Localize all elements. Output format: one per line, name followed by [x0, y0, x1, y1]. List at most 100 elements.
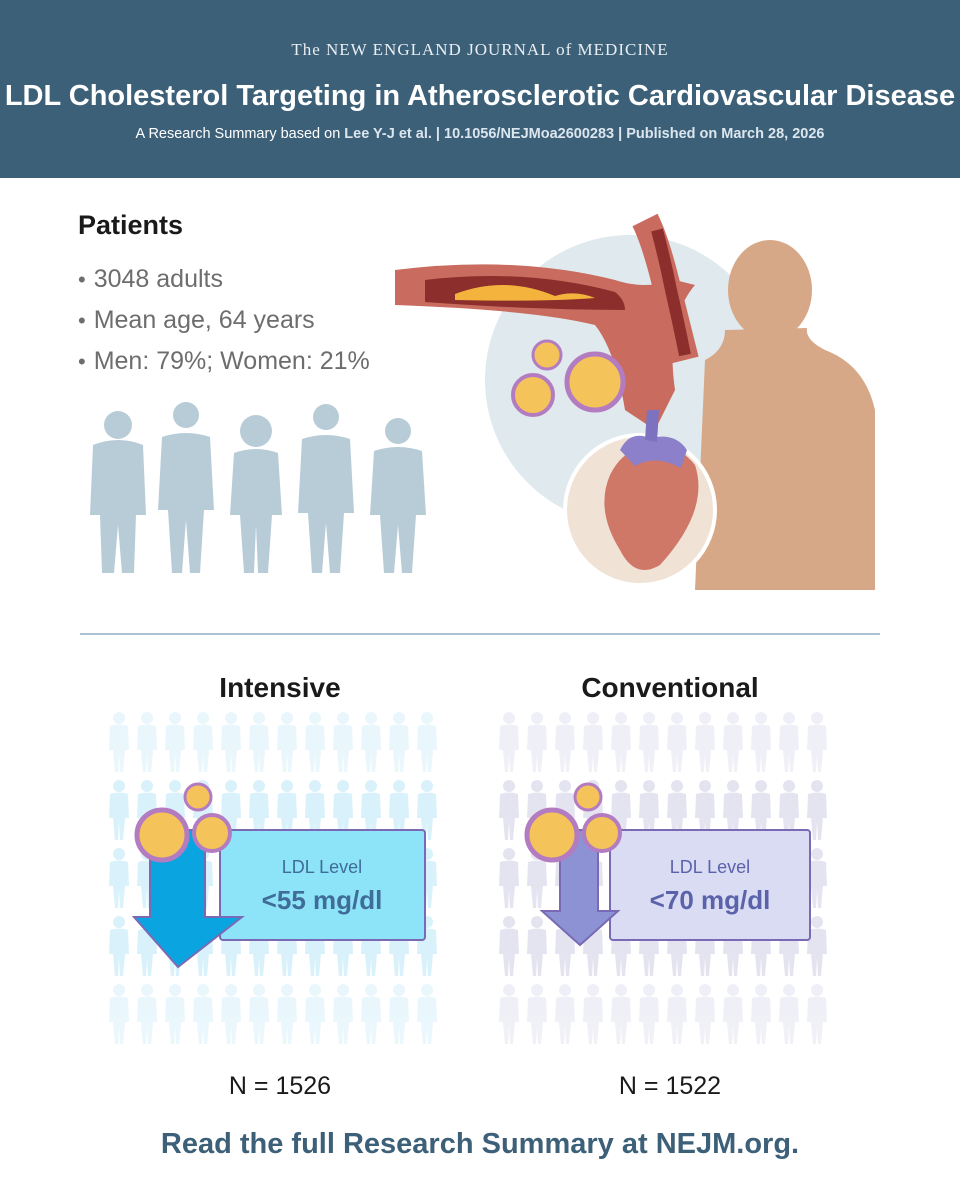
crowd-person-icon [667, 780, 687, 840]
patients-list: 3048 adults Mean age, 64 years Men: 79%;… [78, 262, 370, 385]
intensive-ldl-value: <55 mg/dl [262, 885, 383, 915]
crowd-person-icon [667, 984, 687, 1044]
page-title: LDL Cholesterol Targeting in Atheroscler… [4, 80, 956, 112]
conventional-ldl-box: LDL Level <70 mg/dl [609, 829, 811, 941]
footer-link[interactable]: Read the full Research Summary at NEJM.o… [160, 1128, 800, 1160]
crowd-person-icon [751, 712, 771, 772]
intensive-ldl-label: LDL Level [282, 857, 362, 877]
crowd-person-icon [277, 984, 297, 1044]
crowd-person-icon [723, 984, 743, 1044]
intensive-panel: LDL Level <55 mg/dl [109, 712, 437, 1044]
crowd-person-icon [305, 712, 325, 772]
crowd-person-icon [333, 984, 353, 1044]
crowd-person-icon [807, 712, 827, 772]
crowd-person-icon [583, 712, 603, 772]
crowd-person-icon [361, 712, 381, 772]
crowd-person-icon [527, 916, 547, 976]
crowd-person-icon [723, 780, 743, 840]
header-banner: The NEW ENGLAND JOURNAL of MEDICINE LDL … [0, 0, 960, 178]
crowd-person-icon [389, 780, 409, 840]
crowd-person-icon [109, 984, 129, 1044]
citation-link[interactable]: Lee Y-J et al. | 10.1056/NEJMoa2600283 |… [344, 126, 825, 142]
crowd-person-icon [417, 984, 437, 1044]
crowd-person-icon [165, 712, 185, 772]
crowd-person-icon [499, 984, 519, 1044]
patients-sex: Men: 79%; Women: 21% [78, 344, 370, 385]
person-icon [90, 411, 146, 573]
crowd-person-icon [723, 712, 743, 772]
crowd-person-icon [695, 984, 715, 1044]
patient-silhouettes [90, 402, 426, 573]
crowd-person-icon [779, 984, 799, 1044]
crowd-person-icon [249, 984, 269, 1044]
crowd-person-icon [555, 712, 575, 772]
crowd-person-icon [639, 712, 659, 772]
crowd-person-icon [499, 712, 519, 772]
crowd-person-icon [611, 712, 631, 772]
crowd-person-icon [807, 848, 827, 908]
crowd-person-icon [277, 712, 297, 772]
crowd-person-icon [221, 984, 241, 1044]
conventional-ldl-label: LDL Level [670, 857, 750, 877]
crowd-person-icon [305, 780, 325, 840]
crowd-person-icon [417, 712, 437, 772]
conventional-panel: LDL Level <70 mg/dl [499, 712, 827, 1044]
crowd-person-icon [779, 780, 799, 840]
ldl-particles-icon [511, 339, 626, 417]
crowd-person-icon [305, 984, 325, 1044]
crowd-person-icon [555, 984, 575, 1044]
crowd-person-icon [667, 712, 687, 772]
crowd-person-icon [249, 780, 269, 840]
crowd-person-icon [751, 780, 771, 840]
crowd-person-icon [193, 984, 213, 1044]
artery-heart-illustration [395, 213, 875, 590]
crowd-person-icon [807, 984, 827, 1044]
patients-count: 3048 adults [78, 262, 370, 303]
artery-icon [395, 213, 699, 430]
crowd-person-icon [389, 712, 409, 772]
journal-name: The NEW ENGLAND JOURNAL of MEDICINE [291, 40, 669, 59]
citation-prefix: A Research Summary based on [135, 126, 345, 142]
crowd-person-icon [109, 848, 129, 908]
section-divider [80, 633, 880, 635]
person-silhouette [695, 240, 875, 590]
crowd-person-icon [165, 984, 185, 1044]
crowd-person-icon [527, 984, 547, 1044]
crowd-person-icon [639, 984, 659, 1044]
conventional-title: Conventional [581, 672, 759, 703]
conventional-ldl-value: <70 mg/dl [650, 885, 771, 915]
crowd-person-icon [193, 712, 213, 772]
crowd-person-icon [499, 848, 519, 908]
crowd-person-icon [751, 984, 771, 1044]
crowd-person-icon [277, 780, 297, 840]
crowd-person-icon [583, 984, 603, 1044]
crowd-person-icon [807, 916, 827, 976]
intensive-title: Intensive [219, 672, 341, 703]
person-icon [370, 418, 426, 573]
crowd-person-icon [527, 712, 547, 772]
crowd-person-icon [417, 780, 437, 840]
crowd-person-icon [779, 712, 799, 772]
patients-age: Mean age, 64 years [78, 303, 370, 344]
crowd-person-icon [109, 780, 129, 840]
crowd-person-icon [499, 916, 519, 976]
crowd-person-icon [249, 712, 269, 772]
ldl-particles-icon [524, 782, 622, 863]
crowd-person-icon [499, 780, 519, 840]
crowd-person-icon [389, 984, 409, 1044]
crowd-person-icon [109, 712, 129, 772]
crowd-person-icon [361, 984, 381, 1044]
intensive-n: N = 1526 [228, 1072, 332, 1100]
crowd-person-icon [639, 780, 659, 840]
crowd-person-icon [137, 712, 157, 772]
heart-icon [563, 410, 717, 587]
crowd-person-icon [807, 780, 827, 840]
person-icon [298, 404, 354, 573]
person-icon [158, 402, 214, 573]
crowd-person-icon [695, 712, 715, 772]
crowd-person-icon [333, 712, 353, 772]
crowd-person-icon [611, 984, 631, 1044]
intensive-ldl-box: LDL Level <55 mg/dl [219, 829, 426, 941]
crowd-person-icon [137, 984, 157, 1044]
crowd-person-icon [109, 916, 129, 976]
